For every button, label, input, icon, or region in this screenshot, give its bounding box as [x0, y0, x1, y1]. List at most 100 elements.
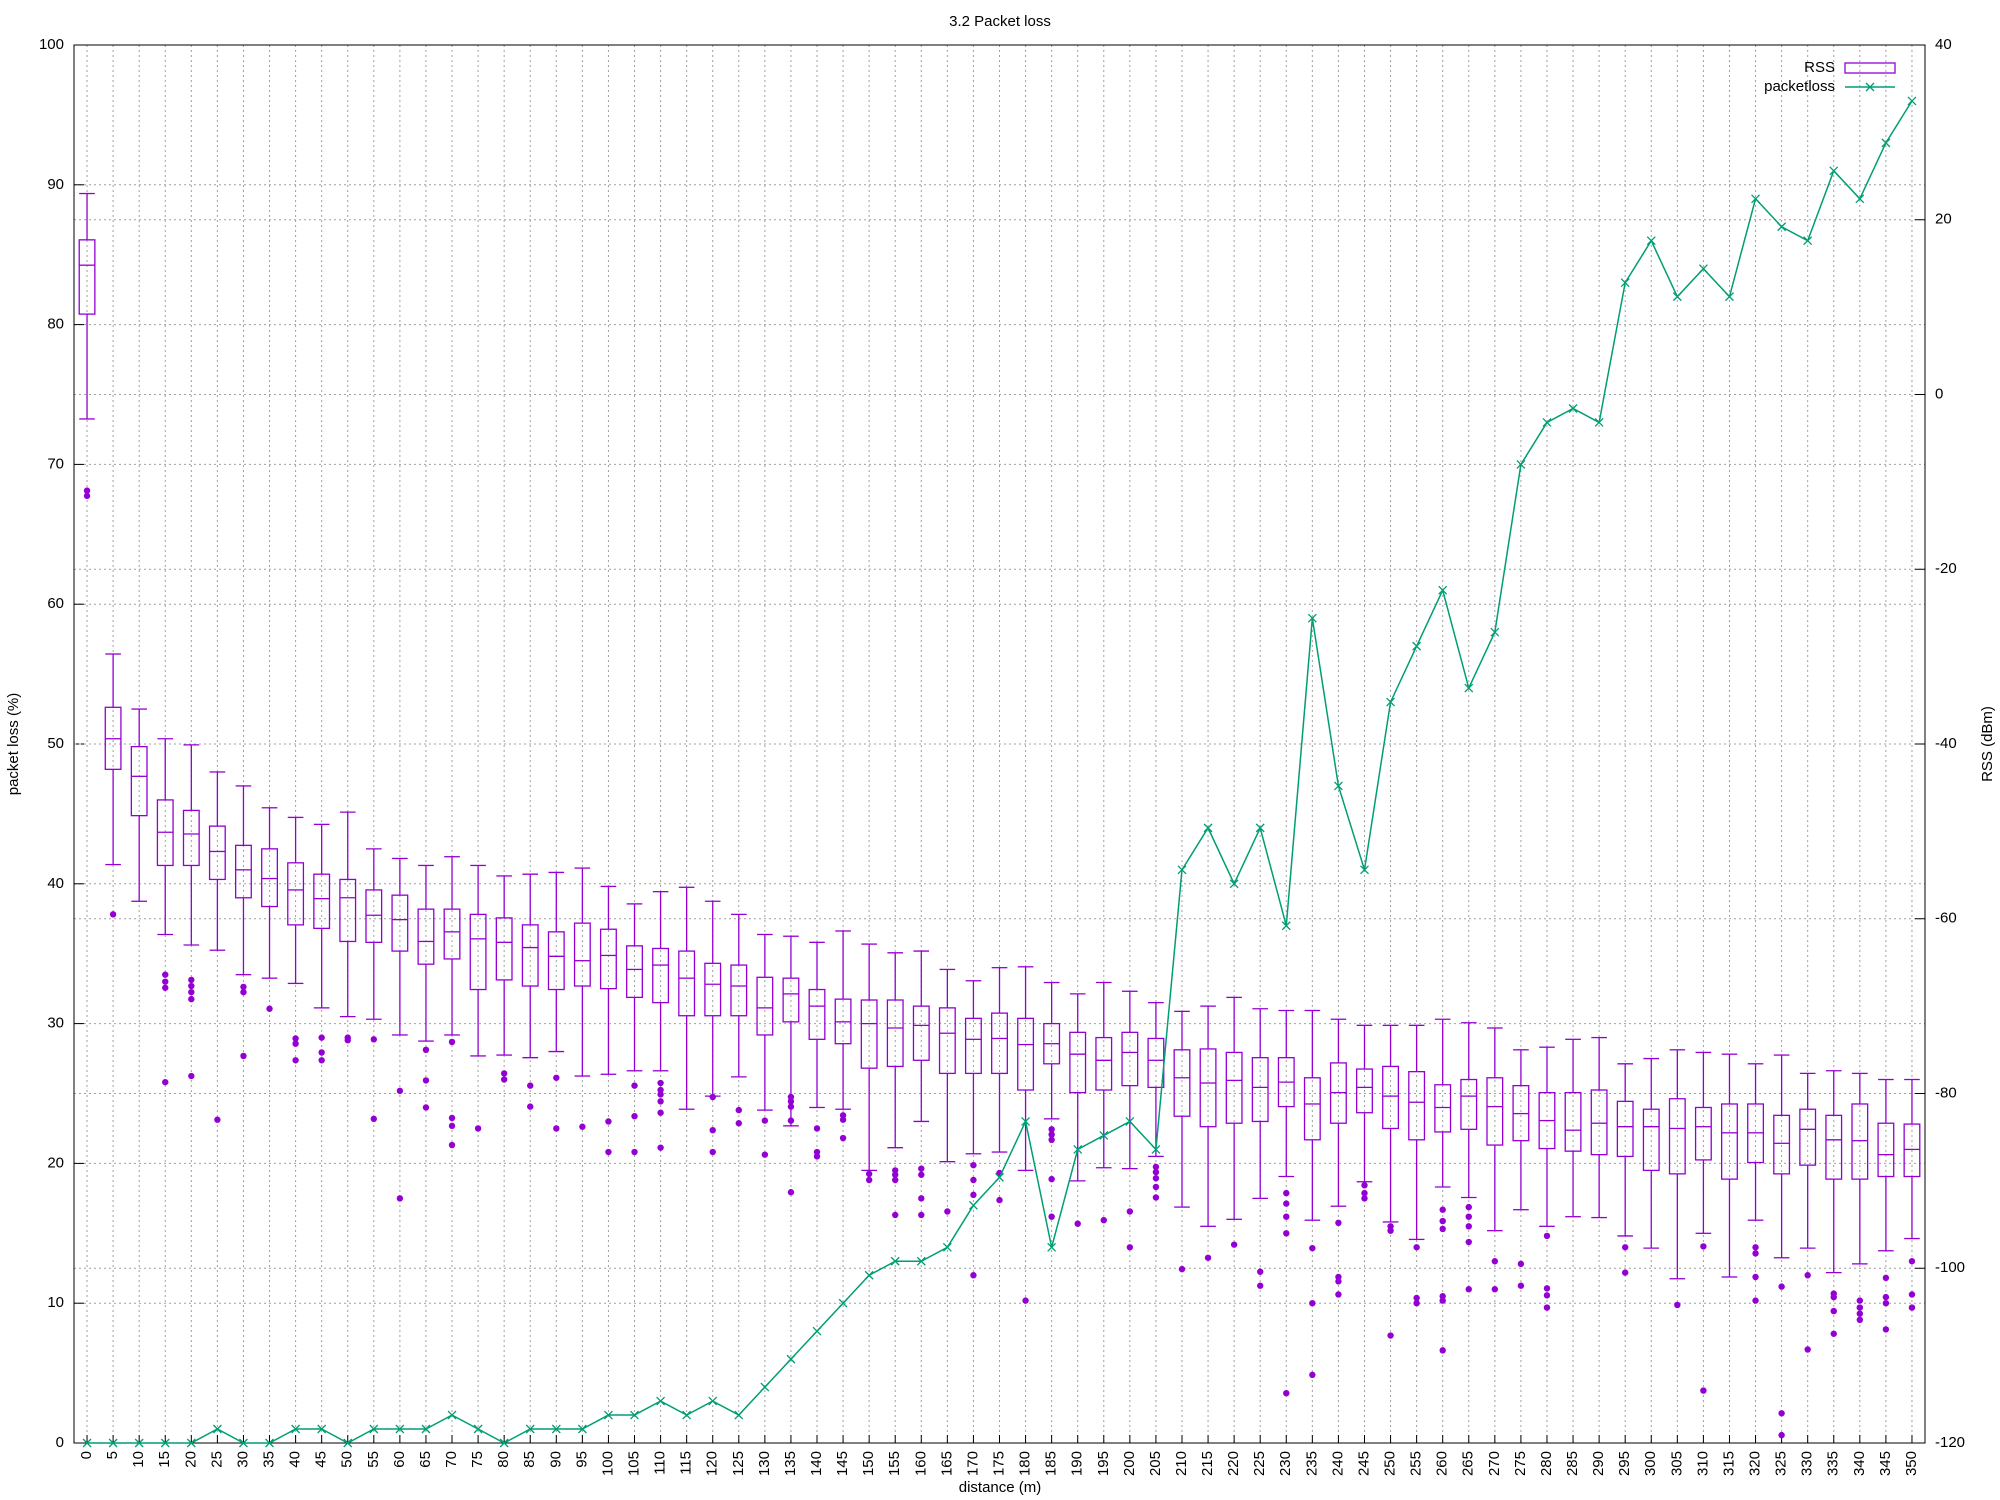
outlier	[1465, 1286, 1472, 1293]
x-tick-label: 225	[1251, 1451, 1268, 1476]
box	[443, 908, 461, 960]
outlier	[1752, 1250, 1759, 1257]
outlier	[527, 1103, 534, 1110]
y2-tick-label: 20	[1935, 211, 1952, 228]
legend-marker	[1865, 82, 1875, 92]
x-tick-label: 240	[1329, 1451, 1346, 1476]
point-marker	[1516, 459, 1526, 469]
outlier	[970, 1191, 977, 1199]
x-tick-label: 165	[938, 1451, 955, 1476]
x-tick-label: 300	[1642, 1451, 1659, 1476]
outlier	[1283, 1230, 1290, 1237]
box-group	[599, 885, 617, 1156]
outlier	[1439, 1347, 1446, 1354]
x-tick-label: 55	[365, 1451, 382, 1468]
y-tick-label: 40	[47, 875, 64, 892]
outlier	[1491, 1286, 1499, 1293]
box-group	[1225, 996, 1243, 1248]
outlier	[1778, 1431, 1785, 1439]
y-tick-label: 10	[47, 1294, 64, 1311]
box-group	[1903, 1078, 1921, 1311]
outlier	[422, 1046, 430, 1054]
outlier	[1621, 1269, 1629, 1276]
outlier	[448, 1114, 456, 1122]
box	[573, 922, 591, 987]
x-tick-label: 95	[573, 1451, 590, 1468]
point-marker	[1412, 641, 1422, 651]
outlier	[631, 1082, 638, 1089]
point-marker	[1855, 194, 1865, 204]
outlier	[709, 1126, 716, 1134]
outlier	[188, 982, 195, 990]
box-group	[834, 930, 852, 1142]
outlier	[240, 983, 247, 991]
x-tick-label: 175	[990, 1451, 1007, 1476]
outlier	[448, 1122, 456, 1130]
outlier	[1778, 1283, 1785, 1290]
outlier	[1491, 1258, 1499, 1265]
box-group	[1642, 1057, 1660, 1249]
box	[287, 862, 305, 926]
x-tick-label: 160	[912, 1451, 929, 1476]
point-marker	[1620, 278, 1630, 288]
box	[391, 894, 409, 952]
outlier	[1100, 1216, 1107, 1224]
outlier	[1543, 1292, 1551, 1299]
outlier	[1856, 1316, 1864, 1324]
x-tick-label: 315	[1720, 1451, 1737, 1476]
point-marker	[1229, 879, 1239, 889]
box	[860, 999, 878, 1069]
point-marker	[1047, 1242, 1057, 1252]
box	[339, 878, 357, 943]
box-group	[1356, 1024, 1373, 1202]
x-tick-label: 70	[443, 1451, 460, 1468]
outlier	[1413, 1294, 1420, 1302]
outlier	[1830, 1330, 1837, 1337]
point-marker	[1360, 865, 1369, 875]
x-tick-label: 25	[208, 1451, 225, 1468]
outlier	[1621, 1244, 1629, 1251]
box-group	[156, 738, 174, 1086]
outlier	[839, 1116, 847, 1123]
outlier	[631, 1148, 638, 1156]
outlier	[1882, 1274, 1890, 1282]
box	[1460, 1078, 1478, 1130]
y-tick-label: 80	[47, 316, 64, 333]
plot-frame	[73, 44, 1926, 1444]
box-group	[469, 864, 487, 1132]
outlier	[839, 1134, 847, 1142]
point-marker	[1125, 1117, 1135, 1126]
box	[1199, 1048, 1217, 1128]
outlier	[657, 1109, 664, 1116]
box	[1694, 1106, 1712, 1161]
outlier	[162, 971, 169, 978]
x-tick-label: 60	[391, 1451, 408, 1468]
outlier	[1882, 1293, 1890, 1301]
box-group	[1408, 1024, 1426, 1307]
outlier	[292, 1040, 299, 1047]
outlier	[318, 1057, 325, 1064]
box-group	[1303, 1009, 1321, 1379]
box-group	[547, 871, 565, 1132]
box-group	[1668, 1049, 1686, 1309]
box-group	[652, 891, 670, 1151]
x-tick-label: 280	[1538, 1451, 1555, 1476]
x-tick-label: 310	[1694, 1451, 1711, 1476]
point-marker	[1307, 613, 1317, 623]
box-group	[1694, 1051, 1712, 1394]
outlier	[318, 1034, 325, 1041]
outlier	[1517, 1260, 1525, 1268]
outlier	[1856, 1304, 1864, 1311]
point-marker	[186, 1438, 196, 1448]
x-tick-label: 15	[156, 1451, 173, 1468]
outlier	[1465, 1238, 1472, 1246]
point-marker	[1073, 1144, 1083, 1154]
y2-tick-label: -100	[1935, 1259, 1965, 1276]
box-group	[365, 848, 383, 1123]
outlier	[109, 911, 117, 918]
outlier	[1257, 1282, 1264, 1289]
box-group	[78, 192, 96, 500]
outlier	[1178, 1265, 1186, 1273]
y2-tick-label: -120	[1935, 1434, 1965, 1451]
box-group	[261, 807, 278, 1012]
